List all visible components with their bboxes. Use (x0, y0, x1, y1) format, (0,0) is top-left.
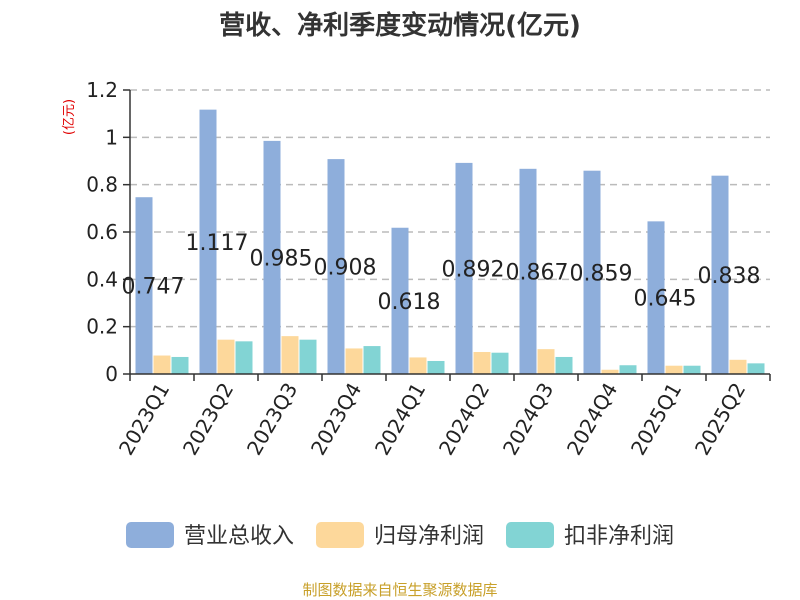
y-axis-label: (亿元) (62, 99, 77, 135)
bar-2024Q4-归母净利润 (601, 369, 619, 374)
legend: 营业总收入 归母净利润 扣非净利润 (126, 522, 674, 549)
bar-2025Q1-营业总收入 (647, 221, 665, 374)
chart-title: 营收、净利季度变动情况(亿元) (219, 10, 581, 41)
bar-2023Q3-归母净利润 (281, 336, 299, 374)
data-label: 0.867 (506, 260, 569, 285)
y-tick-label: 0 (105, 362, 118, 386)
bar-2024Q1-归母净利润 (409, 357, 427, 374)
x-tick-label: 2023Q4 (306, 379, 366, 460)
bar-2023Q2-归母净利润 (217, 339, 235, 374)
bar-2025Q1-扣非净利润 (683, 365, 701, 374)
data-label: 0.838 (698, 264, 761, 289)
y-tick-label: 0.6 (86, 220, 118, 244)
x-tick-label: 2025Q1 (626, 379, 686, 460)
data-label: 0.618 (378, 290, 441, 315)
x-tick-label: 2023Q1 (114, 379, 174, 460)
x-tick-label: 2024Q2 (434, 379, 494, 460)
y-tick-label: 0.4 (86, 267, 118, 291)
data-label: 0.908 (314, 256, 377, 281)
x-tick-label: 2023Q3 (242, 379, 302, 460)
legend-swatch (126, 522, 174, 548)
x-tick-label: 2024Q1 (370, 379, 430, 460)
bar-2024Q1-扣非净利润 (427, 360, 445, 374)
bar-2023Q1-营业总收入 (135, 197, 153, 374)
axis-layer: 0 0.2 0.4 0.6 0.8 1 1.2 2023Q1 2023Q2 2023Q3 2023Q… (86, 78, 771, 460)
x-tick-label: 2024Q4 (562, 379, 622, 460)
bar-2024Q4-扣非净利润 (619, 365, 637, 374)
source-note: 制图数据来自恒生聚源数据库 (302, 581, 497, 599)
bar-2024Q3-归母净利润 (537, 349, 555, 374)
y-tick-label: 1.2 (86, 78, 118, 102)
legend-swatch (506, 522, 554, 548)
y-tick-label: 0.2 (86, 315, 118, 339)
legend-label: 营业总收入 (184, 524, 294, 549)
bar-2023Q1-归母净利润 (153, 355, 171, 374)
y-tick-label: 0.8 (86, 173, 118, 197)
bar-2023Q3-营业总收入 (263, 140, 281, 374)
bar-2024Q2-扣非净利润 (491, 352, 509, 374)
data-label: 0.747 (122, 275, 185, 300)
data-label: 0.985 (250, 246, 313, 271)
data-label: 1.117 (186, 231, 249, 256)
bar-2023Q3-扣非净利润 (299, 339, 317, 374)
bars-layer (135, 109, 765, 374)
bar-2024Q2-归母净利润 (473, 351, 491, 374)
bar-2024Q3-营业总收入 (519, 168, 537, 374)
data-label: 0.892 (442, 257, 505, 282)
bar-2023Q4-归母净利润 (345, 348, 363, 374)
x-tick-label: 2023Q2 (178, 379, 238, 460)
bar-2023Q2-营业总收入 (199, 109, 217, 374)
bar-2024Q1-营业总收入 (391, 227, 409, 374)
y-tick-label: 1 (105, 125, 118, 149)
bar-2025Q2-归母净利润 (729, 359, 747, 374)
bar-2024Q2-营业总收入 (455, 162, 473, 374)
bar-2025Q2-营业总收入 (711, 175, 729, 374)
data-label: 0.645 (634, 287, 697, 312)
bar-2024Q4-营业总收入 (583, 170, 601, 374)
x-tick-label: 2025Q2 (690, 379, 750, 460)
data-label: 0.859 (570, 261, 633, 286)
bar-2023Q4-扣非净利润 (363, 346, 381, 374)
bar-2025Q1-归母净利润 (665, 365, 683, 374)
x-tick-label: 2024Q3 (498, 379, 558, 460)
legend-label: 扣非净利润 (564, 524, 674, 549)
bar-2023Q2-扣非净利润 (235, 341, 253, 374)
bar-2025Q2-扣非净利润 (747, 363, 765, 374)
legend-swatch (316, 522, 364, 548)
bar-2023Q1-扣非净利润 (171, 356, 189, 374)
bar-2023Q4-营业总收入 (327, 159, 345, 374)
legend-label: 归母净利润 (374, 524, 484, 549)
bar-2024Q3-扣非净利润 (555, 356, 573, 374)
